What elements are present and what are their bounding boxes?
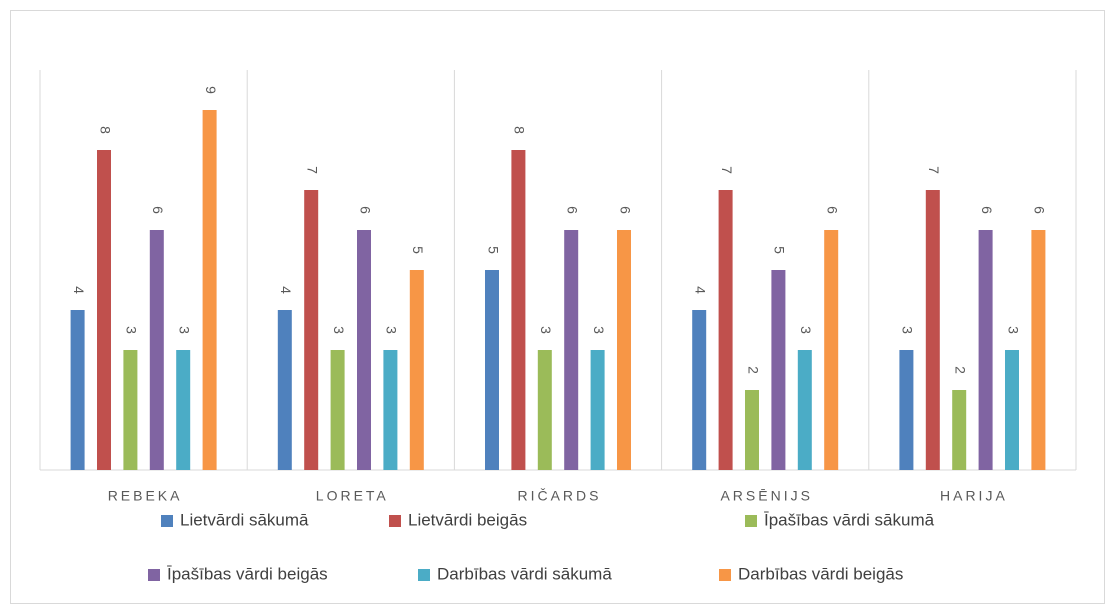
x-tick-label: REBEKA <box>108 488 183 504</box>
value-label: 6 <box>564 206 580 214</box>
value-label: 8 <box>97 126 113 134</box>
bar <box>409 270 424 470</box>
value-label: 6 <box>150 206 166 214</box>
legend-label: Lietvārdi beigās <box>408 510 527 529</box>
bar <box>718 190 733 470</box>
value-label: 6 <box>357 206 373 214</box>
legend-marker <box>148 569 160 581</box>
value-label: 7 <box>304 166 320 174</box>
bar <box>537 350 552 470</box>
value-label: 3 <box>384 326 400 334</box>
bar <box>925 190 940 470</box>
bar <box>978 230 993 470</box>
value-label: 3 <box>538 326 554 334</box>
legend-marker <box>389 515 401 527</box>
x-tick-label: LORETA <box>316 488 389 504</box>
bar <box>330 350 345 470</box>
bar <box>952 390 967 470</box>
value-label: 4 <box>278 286 294 294</box>
legend-label: Īpašības vārdi sākumā <box>764 510 935 529</box>
legend-marker <box>161 515 173 527</box>
bar <box>692 310 707 470</box>
bar <box>899 350 914 470</box>
legend-label: Darbības vārdi sākumā <box>437 564 612 583</box>
value-label: 2 <box>952 366 968 374</box>
value-label: 5 <box>772 246 788 254</box>
bar <box>564 230 579 470</box>
bar <box>97 150 111 470</box>
bar <box>617 230 631 470</box>
bar <box>590 350 605 470</box>
bar <box>123 350 138 470</box>
legend-label: Lietvārdi sākumā <box>180 510 309 529</box>
bar <box>277 310 292 470</box>
x-tick-label: ARSĒNIJS <box>720 488 812 504</box>
value-label: 5 <box>410 246 426 254</box>
bar <box>1031 230 1046 470</box>
bar <box>202 110 217 470</box>
bar <box>485 270 499 470</box>
legend-marker <box>745 515 757 527</box>
value-label: 6 <box>617 206 633 214</box>
bar <box>771 270 786 470</box>
value-label: 8 <box>512 126 528 134</box>
chart-border <box>10 10 1105 604</box>
value-label: 6 <box>824 206 840 214</box>
value-label: 3 <box>900 326 916 334</box>
value-label: 4 <box>71 286 87 294</box>
legend-marker <box>719 569 731 581</box>
value-label: 3 <box>1005 326 1021 334</box>
value-label: 3 <box>331 326 347 334</box>
legend-label: Darbības vārdi beigās <box>738 564 903 583</box>
bar <box>797 350 812 470</box>
bar <box>357 230 371 470</box>
value-label: 2 <box>745 366 761 374</box>
bar <box>149 230 164 470</box>
value-label: 5 <box>485 246 501 254</box>
x-tick-label: RIČARDS <box>517 488 601 504</box>
value-label: 3 <box>176 326 192 334</box>
x-tick-label: HARIJA <box>940 488 1008 504</box>
bar <box>70 310 85 470</box>
legend-label: Īpašības vārdi beigās <box>167 564 328 583</box>
value-label: 6 <box>979 206 995 214</box>
value-label: 9 <box>203 86 219 94</box>
legend-marker <box>418 569 430 581</box>
value-label: 3 <box>591 326 607 334</box>
bar <box>383 350 398 470</box>
value-label: 3 <box>124 326 140 334</box>
bar <box>745 390 759 470</box>
value-label: 7 <box>719 166 735 174</box>
bar <box>1005 350 1019 470</box>
value-label: 4 <box>692 286 708 294</box>
value-label: 6 <box>1032 206 1048 214</box>
bar <box>511 150 526 470</box>
bar <box>176 350 191 470</box>
value-label: 3 <box>798 326 814 334</box>
value-label: 7 <box>926 166 942 174</box>
bar <box>304 190 319 470</box>
bar <box>824 230 839 470</box>
